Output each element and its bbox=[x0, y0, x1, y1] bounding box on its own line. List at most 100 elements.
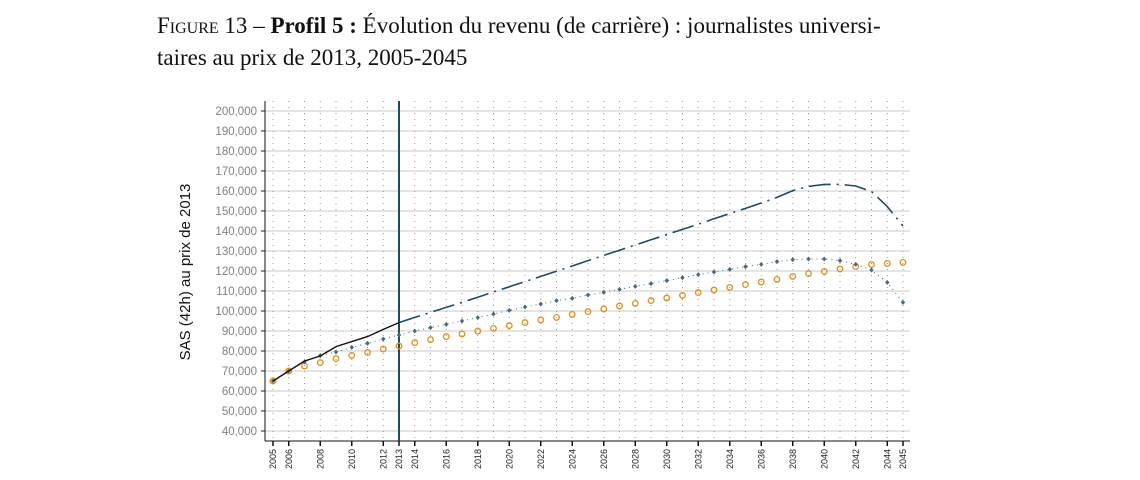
orange-circle-point bbox=[395, 342, 403, 350]
diamond-point bbox=[570, 295, 575, 301]
orange-circle-point bbox=[568, 310, 576, 318]
orange-circle-point bbox=[710, 286, 718, 294]
x-tick-label: 2014 bbox=[410, 449, 420, 469]
orange-circle-point bbox=[285, 367, 293, 375]
x-tick-label: 2042 bbox=[851, 449, 861, 469]
diamond-point bbox=[396, 332, 402, 338]
orange-circle-point bbox=[505, 322, 513, 330]
diamond-point bbox=[727, 266, 732, 272]
orange-circle-point bbox=[364, 348, 371, 356]
figure-label: Figure 13 bbox=[157, 13, 248, 38]
diamond-point bbox=[648, 281, 654, 287]
x-tick-label: 2034 bbox=[725, 449, 735, 469]
diamond-point bbox=[412, 328, 417, 334]
diamond-point bbox=[900, 299, 906, 305]
orange-circle-point bbox=[726, 283, 734, 291]
x-tick-label: 2020 bbox=[504, 449, 514, 469]
diamond-point bbox=[822, 256, 827, 262]
x-tick-label: 2030 bbox=[662, 449, 672, 469]
orange-circle-point bbox=[348, 351, 356, 359]
diamond-point bbox=[711, 269, 717, 275]
orange-circle-point bbox=[332, 355, 340, 363]
orange-circle-point bbox=[442, 333, 450, 341]
diamond-point bbox=[365, 340, 370, 346]
orange-circle-point bbox=[773, 275, 781, 283]
diamond-point bbox=[459, 318, 465, 324]
y-tick-label: 40,000 bbox=[222, 426, 257, 438]
diamond-point bbox=[885, 279, 890, 285]
orange-circle-point bbox=[379, 345, 387, 353]
orange-circle-point bbox=[805, 270, 812, 278]
x-tick-label: 2040 bbox=[819, 449, 829, 469]
diamond-point bbox=[538, 301, 543, 307]
diamond-point bbox=[664, 278, 669, 284]
diamond-point bbox=[554, 298, 559, 304]
orange-circle-point bbox=[458, 330, 466, 338]
orange-circle-point bbox=[427, 336, 434, 344]
caption-text: Évolution du revenu (de carrière) : jour… bbox=[356, 13, 881, 38]
diamond-point bbox=[428, 325, 433, 331]
diamond-point bbox=[759, 261, 764, 267]
orange-circle-point bbox=[899, 258, 907, 266]
orange-circle-point bbox=[316, 359, 324, 367]
y-tick-label: 90,000 bbox=[222, 326, 257, 338]
x-tick-label: 2006 bbox=[284, 449, 294, 469]
diamond-point bbox=[333, 349, 339, 355]
x-tick-label: 2016 bbox=[441, 449, 451, 469]
diamond-point bbox=[522, 304, 528, 310]
y-tick-label: 100,000 bbox=[215, 306, 257, 318]
orange-circle-point bbox=[474, 327, 482, 335]
series-projection-line bbox=[398, 183, 904, 324]
y-tick-label: 80,000 bbox=[222, 346, 257, 358]
caption-profile: Profil 5 : bbox=[270, 13, 357, 38]
orange-circle-point bbox=[616, 302, 623, 310]
orange-circle-point bbox=[868, 261, 875, 269]
x-tick-label: 2036 bbox=[756, 449, 766, 469]
orange-circle-point bbox=[789, 272, 797, 280]
orange-circle-point bbox=[883, 259, 891, 267]
diamond-point bbox=[837, 258, 843, 264]
x-tick-label: 2024 bbox=[567, 449, 577, 469]
x-tick-label: 2038 bbox=[788, 449, 798, 469]
y-tick-label: 170,000 bbox=[215, 166, 257, 178]
orange-circle-point bbox=[647, 297, 655, 305]
caption-line2: taires au prix de 2013, 2005-2045 bbox=[157, 45, 468, 70]
grid bbox=[265, 101, 910, 441]
x-tick-label: 2008 bbox=[315, 449, 325, 469]
orange-circle-point bbox=[537, 316, 545, 324]
diamond-point bbox=[806, 256, 811, 262]
orange-circle-point bbox=[269, 377, 277, 385]
orange-circle-point bbox=[663, 294, 671, 302]
y-tick-label: 50,000 bbox=[222, 406, 257, 418]
x-tick-label: 2022 bbox=[536, 449, 546, 469]
y-tick-label: 140,000 bbox=[215, 226, 257, 238]
y-tick-label: 60,000 bbox=[222, 386, 257, 398]
caption-dash: – bbox=[247, 13, 271, 38]
diamond-point bbox=[774, 259, 780, 265]
diamond-point bbox=[507, 307, 512, 313]
y-axis-label: SAS (42h) au prix de 2013 bbox=[177, 184, 194, 361]
diamond-point bbox=[869, 267, 874, 273]
diamond-point bbox=[585, 292, 591, 298]
x-tick-label: 2045 bbox=[898, 449, 908, 469]
diamond-point bbox=[349, 344, 354, 350]
diamond-point bbox=[680, 275, 685, 281]
orange-circle-point bbox=[820, 267, 828, 275]
diamond-point bbox=[696, 272, 701, 278]
diamond-point bbox=[853, 261, 858, 267]
x-tick-label: 2044 bbox=[882, 449, 892, 469]
y-tick-label: 130,000 bbox=[215, 246, 257, 258]
series-historical-line bbox=[272, 321, 400, 382]
orange-circle-point bbox=[411, 339, 419, 347]
orange-circle-point bbox=[757, 278, 765, 286]
y-tick-label: 150,000 bbox=[215, 206, 257, 218]
series bbox=[269, 101, 907, 441]
orange-circle-point bbox=[521, 319, 529, 327]
x-tick-label: 2012 bbox=[378, 449, 388, 469]
x-tick-label: 2010 bbox=[347, 449, 357, 469]
y-tick-label: 70,000 bbox=[222, 366, 257, 378]
orange-circle-point bbox=[490, 324, 497, 332]
x-tick-label: 2005 bbox=[268, 449, 278, 469]
orange-circle-point bbox=[694, 289, 702, 297]
